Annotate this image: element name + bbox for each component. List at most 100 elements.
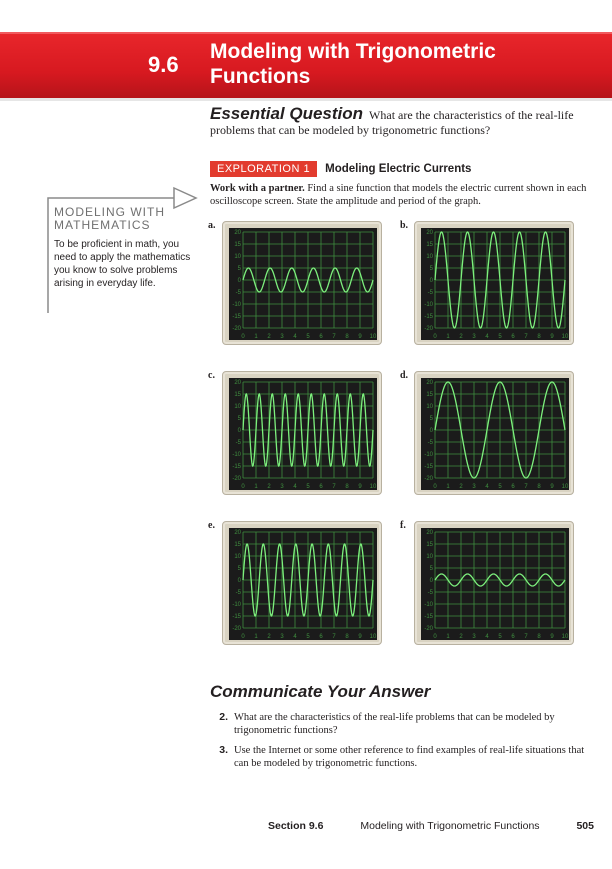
x-tick-label: 3: [472, 634, 476, 640]
y-tick-label: -10: [424, 602, 433, 608]
sine-trace: [242, 392, 374, 468]
sidebar-heading-line2: MATHEMATICS: [54, 218, 151, 232]
sine-trace: [242, 543, 374, 617]
y-tick-label: 10: [426, 404, 433, 410]
x-tick-label: 3: [280, 634, 284, 640]
x-tick-label: 4: [485, 334, 489, 340]
y-tick-label: -10: [232, 452, 241, 458]
y-tick-label: -20: [424, 326, 433, 332]
x-tick-label: 7: [332, 634, 336, 640]
y-tick-label: -10: [424, 452, 433, 458]
y-tick-label: -10: [232, 302, 241, 308]
question-number: 3.: [219, 744, 228, 756]
x-tick-label: 2: [459, 334, 463, 340]
y-tick-label: 20: [234, 380, 241, 386]
y-tick-label: -10: [424, 302, 433, 308]
y-tick-label: -15: [424, 614, 433, 620]
x-tick-label: 7: [332, 484, 336, 490]
y-tick-label: -10: [232, 602, 241, 608]
question-2: 2. What are the characteristics of the r…: [210, 711, 590, 737]
x-tick-label: 1: [446, 334, 450, 340]
essential-question-text: What are the characteristics of the real…: [210, 108, 574, 137]
x-tick-label: 0: [433, 334, 437, 340]
panel-label: c.: [208, 370, 215, 381]
footer-section: Section 9.6: [268, 820, 324, 832]
x-tick-label: 10: [562, 334, 569, 340]
y-tick-label: -5: [236, 440, 242, 446]
y-tick-label: -20: [232, 626, 241, 632]
x-tick-label: 0: [241, 634, 245, 640]
y-tick-label: 5: [430, 416, 434, 422]
sine-trace: [434, 573, 566, 587]
question-number: 2.: [219, 711, 228, 723]
x-tick-label: 1: [446, 634, 450, 640]
sidebar-frame: [47, 186, 198, 313]
y-tick-label: 5: [238, 416, 242, 422]
y-tick-label: 15: [234, 392, 241, 398]
screen-background: [229, 378, 377, 490]
screen-background: [229, 228, 377, 340]
x-tick-label: 6: [511, 634, 515, 640]
exploration-instruction: Work with a partner. Find a sine functio…: [210, 182, 588, 208]
y-tick-label: 0: [430, 428, 434, 434]
y-tick-label: -5: [236, 290, 242, 296]
x-tick-label: 4: [293, 334, 297, 340]
sine-trace: [434, 231, 566, 329]
y-tick-label: -15: [232, 314, 241, 320]
banner-shadow: [0, 98, 612, 101]
screen-background: [421, 228, 569, 340]
y-tick-label: -15: [424, 464, 433, 470]
y-tick-label: -15: [232, 614, 241, 620]
x-tick-label: 4: [293, 484, 297, 490]
x-tick-label: 5: [498, 484, 502, 490]
y-tick-label: 0: [430, 278, 434, 284]
oscilloscope-screen: 0 1 2 3 4 5 6 7 8 9 10 20 15 10 5 0 -5 -10 -15 -20: [222, 371, 382, 495]
y-tick-label: 10: [234, 254, 241, 260]
y-tick-label: 20: [234, 230, 241, 236]
y-tick-label: -20: [232, 326, 241, 332]
sine-trace: [434, 381, 566, 479]
section-banner: 9.6 Modeling with Trigonometric Function…: [0, 32, 612, 98]
oscilloscope-graph: 0 1 2 3 4 5 6 7 8 9 10 20 15 10 5 0 -5 -10 -15 -20: [421, 528, 569, 640]
panel-label: e.: [208, 520, 215, 531]
instruction-lead: Work with a partner.: [210, 183, 305, 194]
y-tick-label: 5: [238, 266, 242, 272]
modeling-sidebar: MODELING WITH MATHEMATICS To be proficie…: [44, 186, 199, 314]
y-tick-label: 15: [234, 542, 241, 548]
oscilloscope-screen: 0 1 2 3 4 5 6 7 8 9 10 20 15 10 5 0 -5 -10 -15 -20: [414, 521, 574, 645]
x-tick-label: 6: [511, 484, 515, 490]
x-tick-label: 9: [550, 484, 554, 490]
x-tick-label: 3: [472, 334, 476, 340]
x-tick-label: 7: [524, 484, 528, 490]
y-tick-label: 0: [238, 278, 242, 284]
x-tick-label: 8: [345, 334, 349, 340]
y-tick-label: 20: [426, 530, 433, 536]
y-tick-label: 5: [238, 566, 242, 572]
x-tick-label: 7: [524, 634, 528, 640]
x-tick-label: 9: [550, 334, 554, 340]
sine-trace: [242, 267, 374, 293]
sidebar-body: To be proficient in math, you need to ap…: [54, 239, 191, 289]
question-text: What are the characteristics of the real…: [234, 712, 555, 736]
page-footer: Section 9.6 Modeling with Trigonometric …: [268, 820, 594, 832]
x-tick-label: 9: [358, 334, 362, 340]
section-number: 9.6: [148, 52, 179, 77]
y-tick-label: 5: [430, 266, 434, 272]
y-tick-label: 15: [426, 392, 433, 398]
x-tick-label: 0: [241, 334, 245, 340]
x-tick-label: 1: [254, 334, 258, 340]
x-tick-label: 10: [562, 484, 569, 490]
x-tick-label: 4: [293, 634, 297, 640]
section-title: Modeling with Trigonometric Functions: [210, 40, 496, 88]
page-number: 505: [576, 820, 594, 832]
panel-label: b.: [400, 220, 409, 231]
x-tick-label: 1: [254, 484, 258, 490]
x-tick-label: 5: [306, 484, 310, 490]
x-tick-label: 7: [332, 334, 336, 340]
oscilloscope-screen: 0 1 2 3 4 5 6 7 8 9 10 20 15 10 5 0 -5 -10 -15 -20: [222, 221, 382, 345]
x-tick-label: 8: [345, 634, 349, 640]
y-tick-label: -20: [424, 476, 433, 482]
x-tick-label: 8: [537, 334, 541, 340]
screen-background: [421, 378, 569, 490]
x-tick-label: 10: [370, 334, 377, 340]
